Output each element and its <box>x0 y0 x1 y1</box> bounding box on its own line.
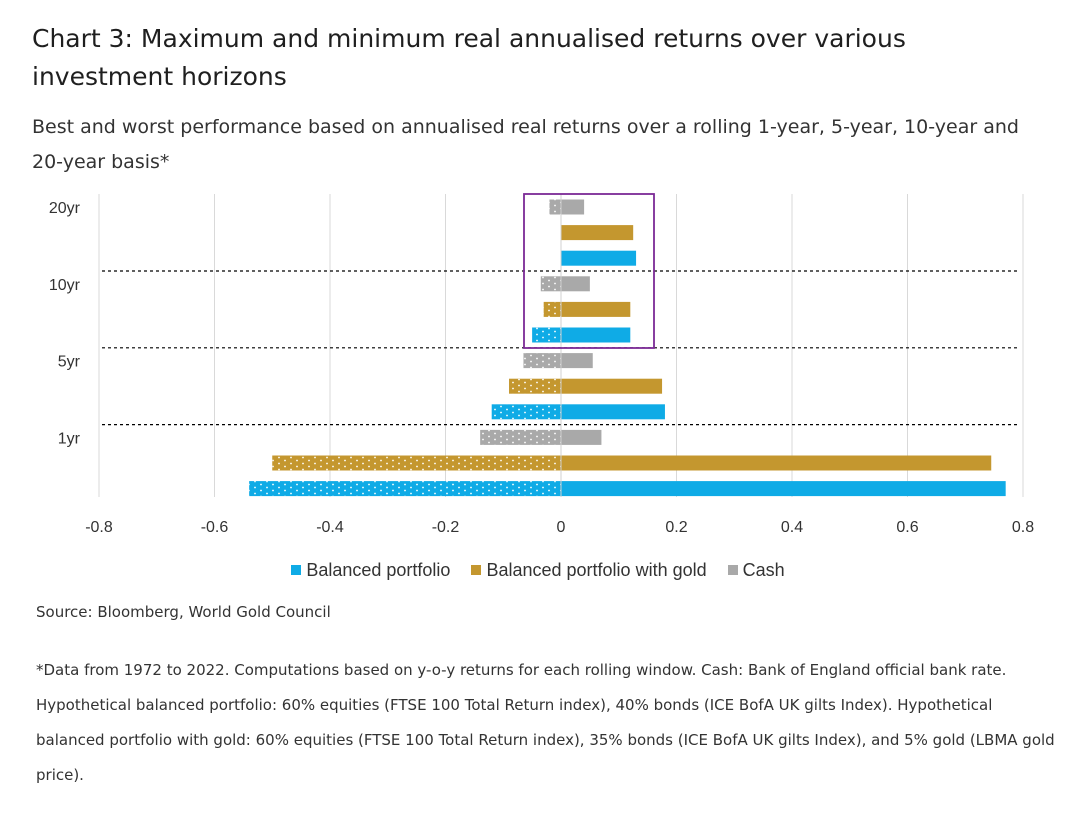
y-group-label-1yr: 1yr <box>58 430 81 447</box>
bar-pattern-5yr-balanced-portfolio <box>491 404 561 420</box>
legend-label-gold: Balanced portfolio with gold <box>486 560 707 580</box>
bar-pattern-10yr-balanced-portfolio <box>532 327 561 343</box>
legend-swatch-cash <box>727 565 738 575</box>
bar-1yr-balanced-portfolio-with-gold-max <box>561 455 992 471</box>
legend-swatch-gold <box>471 565 482 575</box>
chart-subtitle: Best and worst performance based on annu… <box>32 116 1019 173</box>
bar-pattern-10yr-cash <box>540 276 561 292</box>
y-group-label-5yr: 5yr <box>58 354 81 371</box>
bar-5yr-balanced-portfolio-max <box>561 404 665 420</box>
x-tick-label: 0.4 <box>781 519 803 536</box>
x-tick-label: 0.2 <box>665 519 687 536</box>
bar-20yr-balanced-portfolio-max <box>561 250 637 266</box>
bar-pattern-20yr-cash <box>549 199 561 215</box>
bar-pattern-1yr-balanced-portfolio-with-gold <box>272 455 561 471</box>
legend-label-balanced: Balanced portfolio <box>306 560 451 580</box>
chart-title: Chart 3: Maximum and minimum real annual… <box>32 24 906 91</box>
legend-swatch-balanced <box>291 565 302 575</box>
x-tick-label: 0.8 <box>1012 519 1034 536</box>
bar-pattern-1yr-cash <box>480 429 561 445</box>
x-tick-label: -0.2 <box>432 519 460 536</box>
bar-20yr-balanced-portfolio-with-gold-max <box>561 225 634 241</box>
x-tick-label: 0.6 <box>896 519 918 536</box>
bar-10yr-balanced-portfolio-max <box>561 327 631 343</box>
bar-5yr-cash-max <box>561 353 593 369</box>
legend-item-gold: Balanced portfolio with gold <box>471 560 707 581</box>
highlight-box <box>523 193 655 349</box>
legend-label-cash: Cash <box>742 560 785 580</box>
bar-20yr-cash-max <box>561 199 585 215</box>
legend-item-balanced: Balanced portfolio <box>291 560 450 581</box>
footnote: *Data from 1972 to 2022. Computations ba… <box>36 661 1055 784</box>
bar-chart: -0.8 -0.6 -0.4 -0.2 0 0.2 0.4 0.6 0.8 20yr 10yr 5yr… <box>49 193 1034 536</box>
y-group-label-20yr: 20yr <box>49 200 81 217</box>
x-tick-label: -0.4 <box>316 519 344 536</box>
x-tick-label: -0.6 <box>201 519 229 536</box>
bar-10yr-balanced-portfolio-with-gold-max <box>561 301 631 317</box>
y-group-label-10yr: 10yr <box>49 277 81 294</box>
x-tick-label: -0.8 <box>85 519 113 536</box>
bar-pattern-5yr-cash <box>523 353 561 369</box>
legend-item-cash: Cash <box>727 560 785 581</box>
source-note: Source: Bloomberg, World Gold Council <box>36 603 331 621</box>
bar-pattern-1yr-balanced-portfolio <box>249 481 561 497</box>
bar-1yr-balanced-portfolio-max <box>561 481 1006 497</box>
bar-1yr-cash-max <box>561 429 602 445</box>
bar-pattern-10yr-balanced-portfolio-with-gold <box>543 301 561 317</box>
bar-10yr-cash-max <box>561 276 590 292</box>
bar-5yr-balanced-portfolio-with-gold-max <box>561 378 663 394</box>
x-tick-label: 0 <box>557 519 566 536</box>
bar-pattern-5yr-balanced-portfolio-with-gold <box>509 378 561 394</box>
chart-legend: Balanced portfolio Balanced portfolio wi… <box>0 560 1076 581</box>
